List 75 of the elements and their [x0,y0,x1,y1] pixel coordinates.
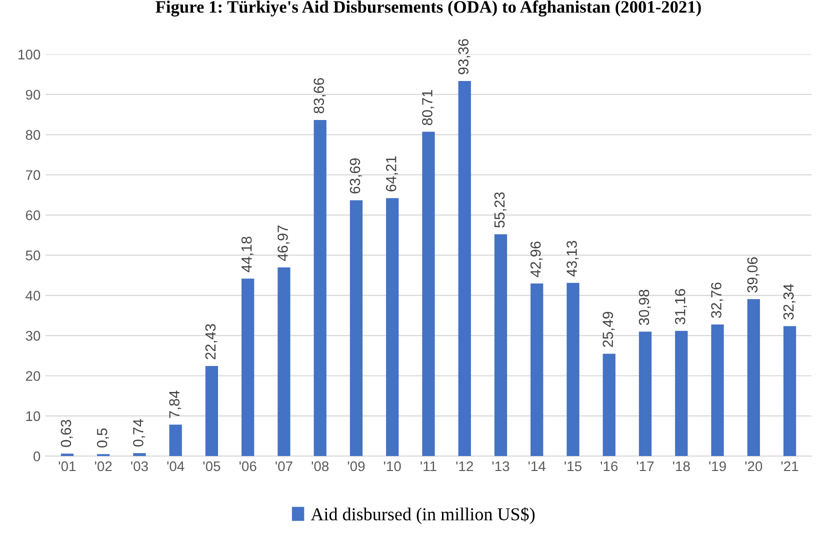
x-tick-label: '01 [58,461,76,472]
x-tick-label: '09 [348,461,365,472]
data-label: 44,18 [241,236,254,272]
x-tick-label: '07 [276,461,292,472]
data-label: 25,49 [602,312,615,347]
data-label: 42,96 [530,242,543,278]
bar [314,120,326,456]
x-tick-label: '15 [564,461,582,472]
x-tick-label: '02 [95,461,112,472]
bar [566,282,580,456]
x-tick-label: '14 [528,461,546,472]
x-tick-label: '08 [312,461,329,472]
data-label: 46,97 [278,226,290,262]
y-tick-label: 10 [26,411,40,422]
data-label: 32,76 [711,282,724,318]
data-label: 63,69 [350,158,362,194]
y-tick-label: 20 [26,371,40,381]
data-label: 0,74 [133,419,146,447]
bar [422,132,435,456]
bar [350,200,363,456]
bar [783,326,796,456]
x-tick-label: '06 [240,461,256,472]
chart-title: Figure 1: Türkiye's Aid Disbursements (ODA) to Afghanistan (2001-2021) [156,0,701,16]
y-tick-label: 70 [26,170,40,180]
data-label: 22,43 [205,324,218,360]
data-label: 0,5 [96,428,109,448]
x-tick-label: '12 [456,461,473,472]
data-label: 80,71 [422,90,434,126]
legend-label: Aid disbursed (in million US$) [310,507,535,524]
y-tick-label: 90 [26,90,40,100]
data-label: 31,16 [674,289,688,324]
x-tick-label: '10 [384,461,401,472]
x-tick-label: '03 [131,461,148,472]
bar [747,299,760,456]
y-tick-label: 100 [18,50,40,60]
data-label: 7,84 [169,390,182,418]
y-tick-label: 80 [26,130,40,140]
data-label: 30,98 [638,290,651,326]
bar [205,366,218,456]
bar [60,454,74,456]
data-label: 64,21 [386,156,398,192]
bar [278,267,290,456]
data-label: 55,23 [494,192,506,228]
y-tick-label: 60 [26,210,40,220]
x-tick-label: '20 [745,461,762,472]
bar [169,424,182,456]
data-label: 0,63 [60,420,73,447]
x-tick-label: '05 [203,461,220,472]
y-tick-label: 30 [26,330,40,341]
bar [675,330,688,456]
bar [386,198,399,456]
x-tick-label: '21 [781,461,798,472]
x-tick-label: '11 [420,461,436,472]
x-tick-label: '04 [167,461,184,472]
bar [133,453,146,456]
x-tick-label: '13 [492,461,510,472]
x-tick-label: '18 [673,461,690,472]
y-tick-label: 40 [26,290,40,301]
data-label: 43,13 [566,240,579,276]
data-label: 32,34 [783,284,796,320]
bar [602,354,616,456]
data-label: 93,36 [458,39,470,74]
x-tick-label: '19 [709,461,726,472]
x-tick-label: '17 [636,461,654,472]
data-label: 39,06 [747,257,760,293]
data-label: 83,66 [314,78,326,114]
y-tick-label: 0 [34,451,40,462]
x-tick-label: '16 [600,461,618,472]
bar [638,332,652,456]
bar [458,80,471,456]
y-tick-label: 50 [26,250,40,260]
bar [242,278,254,456]
bar [711,324,724,456]
bar [530,284,544,456]
bar [494,234,508,456]
